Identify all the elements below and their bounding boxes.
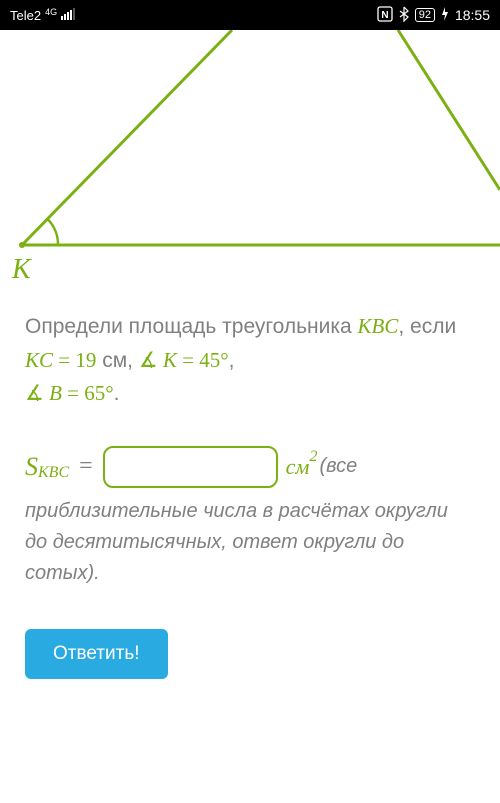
note-inline: (все: [319, 455, 357, 478]
separator: ,: [229, 349, 235, 372]
answer-row: SKBC = см2(все: [25, 446, 475, 488]
angle-b-name: B: [49, 381, 62, 405]
unit-squared: 2: [309, 448, 317, 466]
side-unit: см,: [96, 349, 138, 372]
status-right: N 92 18:55: [377, 6, 490, 25]
clock: 18:55: [455, 7, 490, 23]
if-text: , если: [398, 315, 456, 338]
submit-button[interactable]: Ответить!: [25, 629, 168, 679]
rounding-note: приблизительные числа в расчётах округли…: [25, 496, 475, 589]
angle-b-value: = 65°: [62, 381, 114, 405]
bluetooth-icon: [399, 6, 409, 25]
charging-icon: [441, 7, 449, 24]
signal-icon: [61, 7, 77, 23]
content-area: K Определи площадь треугольника KBC, есл…: [0, 30, 500, 679]
equals-sign: =: [79, 453, 93, 480]
problem-text-area: Определи площадь треугольника KBC, если …: [0, 290, 500, 679]
triangle-diagram: K: [0, 30, 500, 290]
network-type: 4G: [45, 7, 57, 17]
formula-subscript: KBC: [38, 464, 69, 482]
battery-percent: 92: [419, 9, 431, 21]
angle-k-value: = 45°: [177, 348, 229, 372]
triangle-name: KBC: [358, 314, 399, 338]
nfc-icon: N: [377, 6, 393, 25]
status-left: Tele2 4G: [10, 7, 77, 23]
side-kc: KC: [25, 348, 53, 372]
carrier-label: Tele2: [10, 8, 41, 23]
angle-icon: ∡: [139, 348, 163, 372]
intro-text: Определи площадь треугольника: [25, 315, 358, 338]
angle-k-name: K: [163, 348, 177, 372]
side-value: = 19: [53, 348, 96, 372]
svg-text:N: N: [381, 10, 388, 21]
status-bar: Tele2 4G N 92 18:55: [0, 0, 500, 30]
problem-statement: Определи площадь треугольника KBC, если …: [25, 310, 475, 411]
unit-cm: см: [286, 454, 310, 480]
angle-icon: ∡: [25, 381, 49, 405]
answer-input[interactable]: [103, 446, 278, 488]
formula-s: S: [25, 452, 38, 482]
period: .: [114, 382, 120, 405]
vertex-k-label: K: [11, 254, 32, 285]
battery-indicator: 92: [415, 8, 435, 22]
